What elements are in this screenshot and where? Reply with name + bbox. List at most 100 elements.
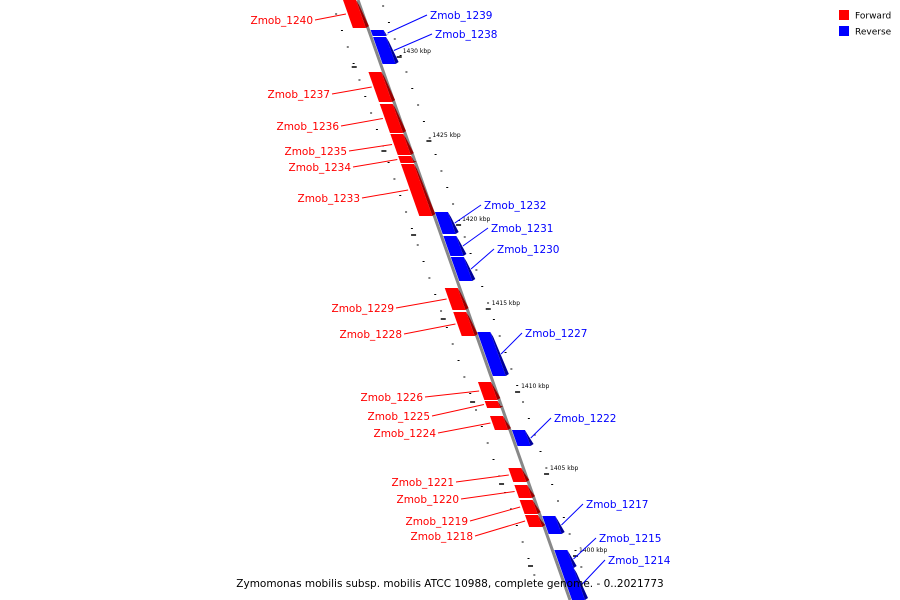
gene-block: [508, 468, 527, 482]
gene-label: Zmob_1221: [392, 477, 454, 489]
gene-leader-line: [352, 159, 398, 168]
gene-block: [453, 312, 475, 336]
gene-block-shadow: [463, 257, 476, 281]
gene-leader-line: [500, 332, 523, 355]
gene-zmob-1230: [450, 257, 476, 281]
gene-block-shadow: [392, 104, 406, 133]
gene-zmob-1224: [489, 416, 511, 430]
gene-block-shadow: [383, 30, 389, 36]
gene-zmob-1220: [514, 485, 535, 498]
gene-label: Zmob_1235: [285, 146, 347, 158]
gene-block-shadow: [521, 468, 530, 482]
gene-label: Zmob_1234: [289, 162, 352, 174]
legend-swatch-reverse: [839, 26, 849, 36]
gene-label: Zmob_1220: [397, 494, 459, 506]
gene-leader-line: [462, 227, 489, 247]
gene-block-shadow: [555, 516, 565, 534]
gene-label: Zmob_1219: [406, 516, 468, 528]
gene-leader-line: [395, 298, 447, 309]
gene-zmob-1228: [453, 312, 478, 336]
gene-zmob-1236: [379, 104, 406, 133]
gene-leader-line: [314, 13, 347, 21]
gene-block-shadow: [497, 401, 504, 408]
gene-block: [443, 236, 464, 256]
gene-block: [373, 37, 396, 64]
gene-label: Zmob_1215: [599, 533, 661, 545]
gene-leader-line: [474, 520, 526, 537]
gene-zmob-1215: [554, 550, 577, 568]
gene-block-shadow: [490, 332, 509, 376]
gene-block: [484, 401, 501, 408]
gene-label: Zmob_1230: [497, 244, 559, 256]
gene-block-shadow: [456, 236, 467, 256]
gene-block-shadow: [386, 37, 399, 64]
legend-swatch-forward: [839, 10, 849, 20]
gene-leader-line: [331, 86, 372, 95]
gene-leader-line: [530, 417, 552, 439]
legend-label-forward: Forward: [855, 12, 891, 22]
gene-block-shadow: [403, 134, 414, 155]
gene-block: [450, 257, 473, 281]
gene-block: [370, 30, 386, 36]
gene-zmob-1238: [373, 37, 399, 64]
gene-block: [524, 515, 543, 527]
gene-label: Zmob_1229: [332, 303, 394, 315]
gene-block-shadow: [532, 500, 541, 514]
label-layer: Zmob_1240 Zmob_1239 Zmob_1238 Zmob_1237 Zmob…: [251, 10, 671, 585]
gene-label: Zmob_1225: [368, 411, 430, 423]
gene-block: [398, 156, 414, 163]
gene-label: Zmob_1217: [586, 499, 648, 511]
tick-label: 1405 kbp: [550, 465, 578, 472]
gene-block: [444, 288, 466, 310]
tick-label: 1430 kbp: [403, 48, 431, 55]
gene-leader-line: [455, 474, 509, 483]
gene-zmob-1219: [519, 500, 541, 514]
gene-label: Zmob_1236: [277, 121, 340, 133]
gene-zmob-1240: [343, 0, 369, 28]
gene-zmob-1229: [444, 288, 469, 310]
gene-label: Zmob_1227: [525, 328, 587, 340]
gene-label: Zmob_1240: [251, 15, 313, 27]
gene-block-shadow: [457, 288, 469, 310]
gene-block-shadow: [573, 568, 588, 600]
gene-zmob-1225: [484, 401, 504, 408]
gene-label: Zmob_1233: [298, 193, 360, 205]
gene-label: Zmob_1237: [268, 89, 330, 101]
gene-block: [400, 164, 433, 216]
tick-label: 1400 kbp: [579, 547, 607, 554]
gene-block: [477, 382, 498, 400]
gene-block-shadow: [537, 515, 546, 527]
gene-leader-line: [424, 390, 480, 398]
gene-block-shadow: [356, 0, 369, 28]
gene-zmob-1231: [443, 236, 467, 256]
gene-block: [343, 0, 366, 28]
gene-zmob-1221: [508, 468, 530, 482]
gene-block: [514, 485, 532, 498]
gene-label: Zmob_1231: [491, 223, 553, 235]
gene-leader-line: [454, 204, 482, 224]
gene-block: [434, 212, 456, 234]
gene-zmob-1217: [542, 516, 565, 534]
gene-leader-line: [581, 559, 606, 585]
genome-caption: Zymomonas mobilis subsp. mobilis ATCC 10…: [236, 578, 664, 590]
gene-label: Zmob_1218: [411, 531, 473, 543]
gene-block-shadow: [466, 312, 478, 336]
gene-leader-line: [469, 506, 521, 522]
gene-block-shadow: [413, 164, 436, 216]
gene-block-shadow: [381, 72, 396, 102]
gene-block-shadow: [524, 430, 534, 446]
gene-leader-line: [348, 144, 393, 152]
gene-leader-line: [561, 503, 584, 526]
gene-layer: [343, 0, 588, 600]
gene-label: Zmob_1239: [430, 10, 492, 22]
gene-zmob-1222: [511, 430, 534, 446]
gene-label: Zmob_1214: [608, 555, 671, 567]
gene-block: [511, 430, 531, 446]
gene-leader-line: [437, 422, 491, 434]
gene-zmob-1232: [434, 212, 459, 234]
gene-label: Zmob_1226: [361, 392, 424, 404]
gene-block: [489, 416, 508, 430]
gene-leader-line: [403, 323, 456, 335]
tick-label: 1410 kbp: [521, 383, 549, 390]
